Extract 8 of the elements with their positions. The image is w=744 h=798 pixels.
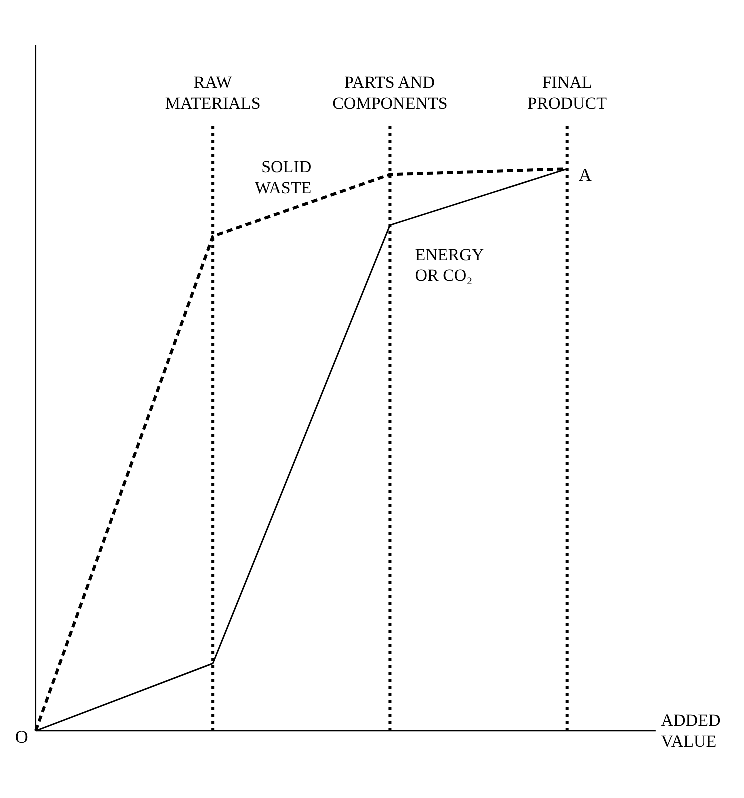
annotation: A — [578, 165, 592, 186]
x-tick-label: PARTS AND COMPONENTS — [332, 72, 448, 113]
text: O — [15, 727, 28, 748]
series-label: SOLID WASTE — [254, 158, 312, 198]
x-tick-label: RAW MATERIALS — [165, 72, 261, 113]
series-label: ENERGY OR CO₂ — [415, 245, 484, 286]
x-axis-title: ADDED VALUE — [661, 711, 721, 752]
x-tick-label: FINAL PRODUCT — [528, 72, 608, 113]
